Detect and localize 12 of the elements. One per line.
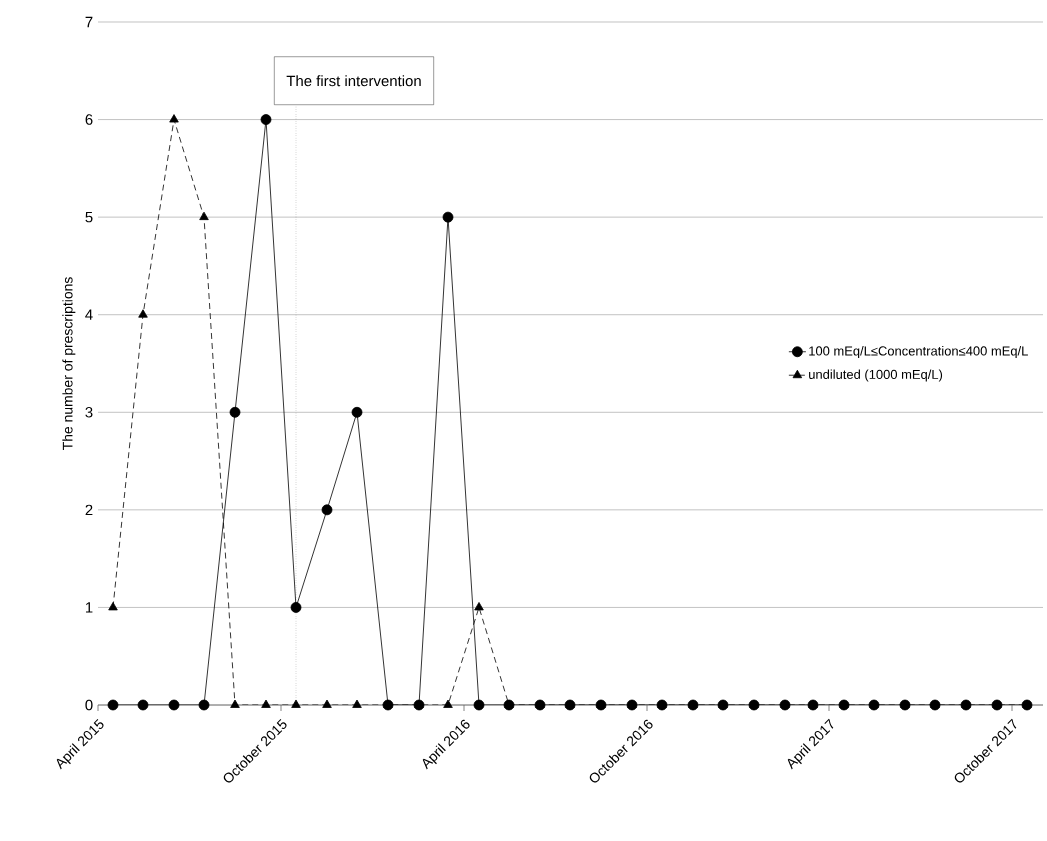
y-axis-title: The number of prescriptions [62, 277, 76, 451]
y-tick-label: 6 [85, 114, 93, 125]
legend-label: undiluted (1000 mEq/L) [809, 369, 943, 382]
y-tick-label: 5 [85, 211, 93, 223]
y-tick-label: 1 [85, 602, 93, 613]
y-tick-label: 2 [85, 504, 93, 516]
y-tick-label: 0 [85, 699, 93, 711]
y-tick-label: 3 [85, 406, 93, 418]
y-tick-label: 4 [85, 309, 93, 320]
y-tick-label: 7 [85, 16, 93, 28]
legend-label: 100 mEq/L≤Concentration≤400 mEq/L [809, 346, 1028, 359]
ref-line-label: The first intervention [286, 75, 421, 87]
